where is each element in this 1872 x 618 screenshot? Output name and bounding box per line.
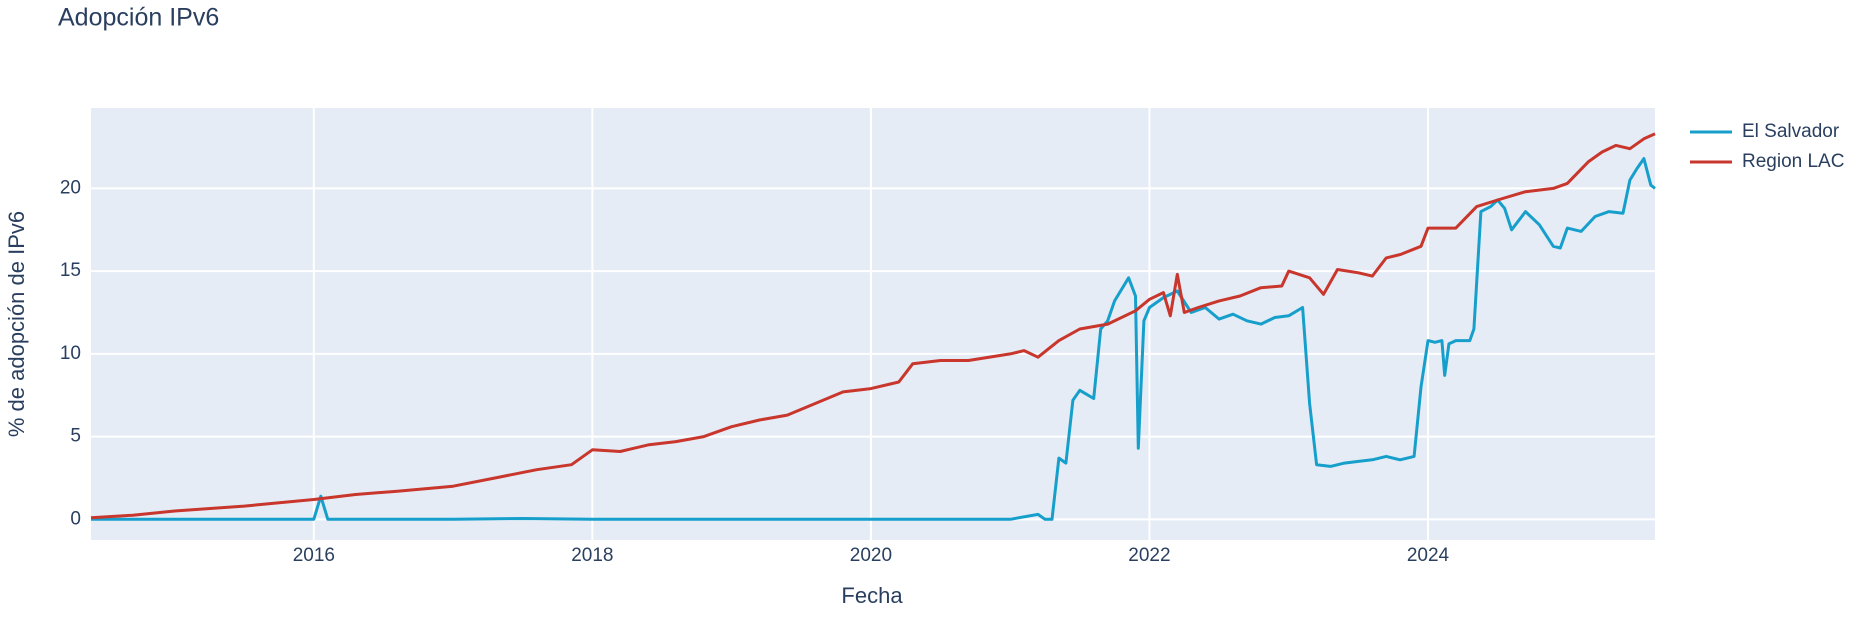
- legend-label: El Salvador: [1742, 121, 1840, 142]
- y-axis-title: % de adopción de IPv6: [4, 211, 29, 437]
- y-tick-label: 20: [60, 177, 81, 198]
- x-tick-label: 2022: [1128, 545, 1170, 566]
- y-tick-label: 15: [60, 260, 81, 281]
- x-tick-label: 2024: [1407, 545, 1450, 566]
- x-tick-label: 2020: [850, 545, 892, 566]
- series-line: [91, 157, 1656, 521]
- chart-title: Adopción IPv6: [58, 4, 219, 32]
- y-tick-label: 5: [70, 426, 81, 447]
- legend: El Salvador Region LAC: [1690, 121, 1844, 172]
- plot-area: [91, 108, 1655, 540]
- legend-label: Region LAC: [1742, 151, 1844, 172]
- y-tick-label: 0: [70, 508, 81, 529]
- x-tick-label: 2018: [571, 545, 613, 566]
- lines: [90, 132, 1656, 521]
- x-tick-label: 2016: [293, 545, 335, 566]
- x-axis-title: Fecha: [841, 583, 903, 608]
- y-tick-label: 10: [60, 343, 81, 364]
- series-line: [90, 132, 1656, 520]
